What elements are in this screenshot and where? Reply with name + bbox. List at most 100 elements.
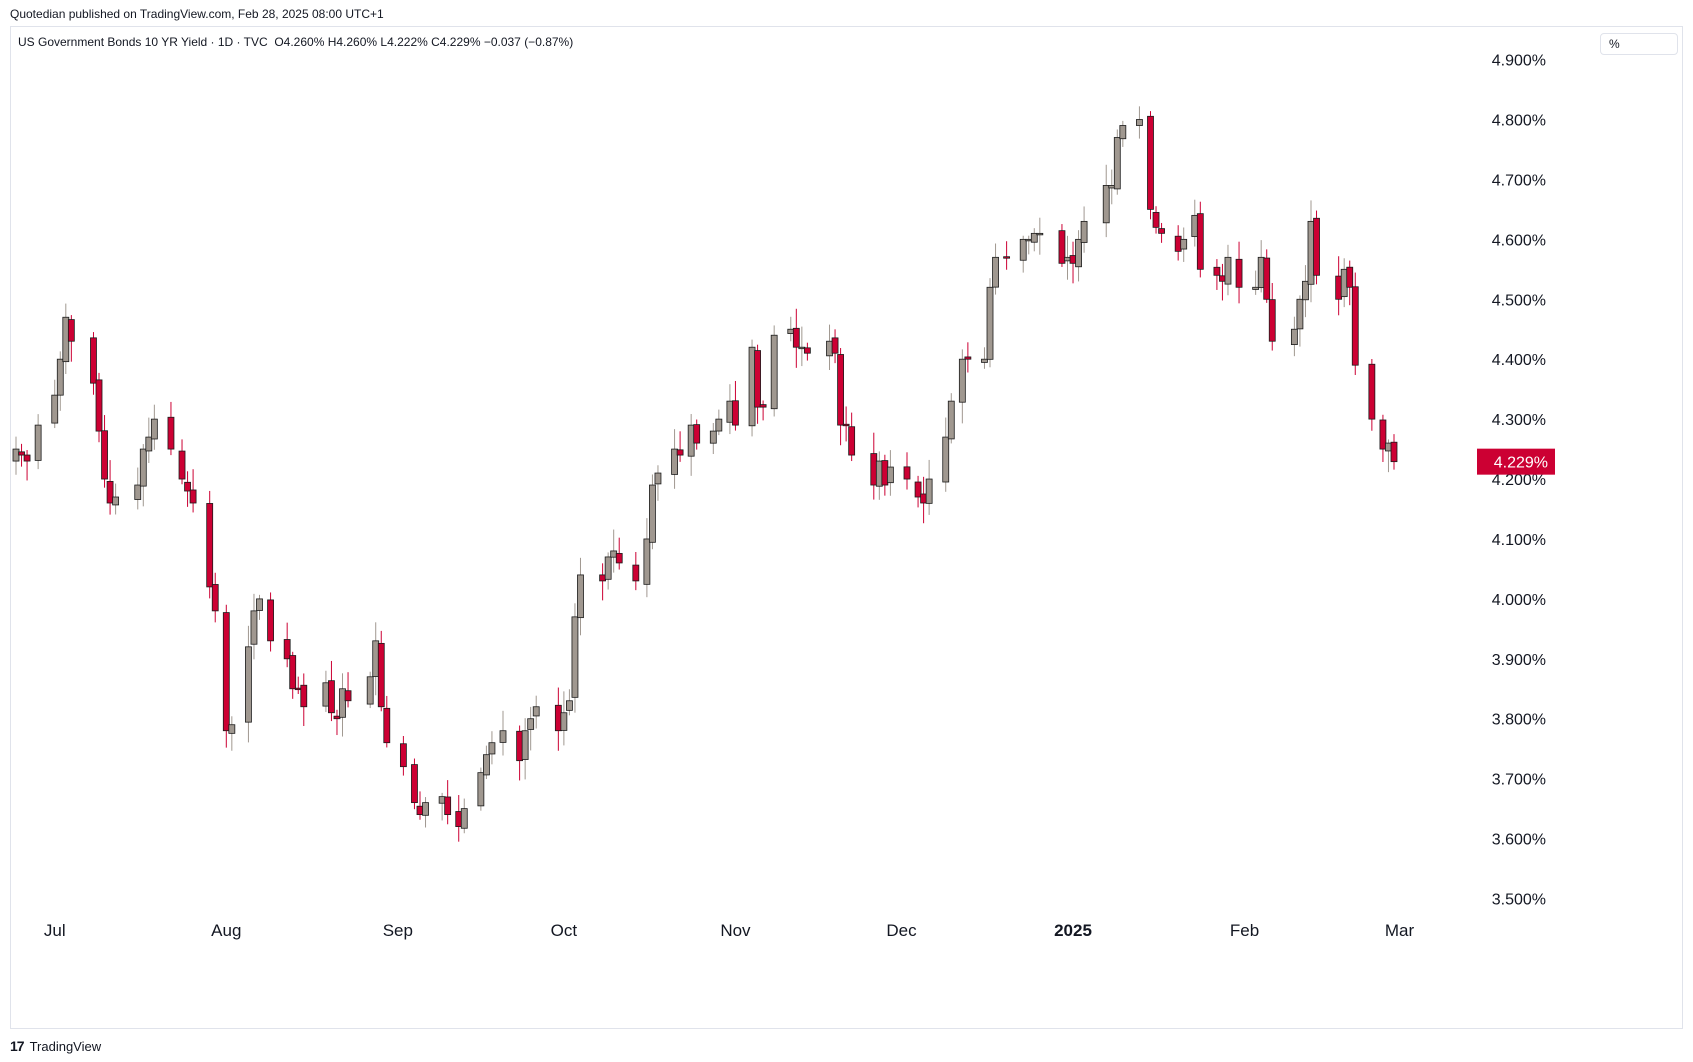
- candle: [842, 406, 850, 442]
- candle-body: [455, 811, 463, 827]
- candle-body: [798, 346, 806, 350]
- candle: [56, 351, 64, 411]
- candle-body: [1019, 238, 1027, 261]
- candle-body: [444, 796, 452, 816]
- candle-body: [438, 796, 446, 804]
- candle: [560, 691, 568, 746]
- candle: [101, 415, 108, 488]
- candle: [23, 450, 31, 481]
- candle: [986, 278, 994, 368]
- candle: [709, 422, 717, 455]
- candle: [1296, 295, 1304, 347]
- candle: [1302, 265, 1309, 318]
- candle: [300, 673, 308, 727]
- candle: [1313, 210, 1320, 285]
- candle: [942, 417, 950, 492]
- candle: [399, 736, 407, 776]
- candle-body: [726, 400, 734, 423]
- candle-body: [399, 743, 407, 768]
- candle-body: [1158, 228, 1165, 234]
- candle-body: [947, 400, 955, 440]
- candle: [604, 552, 612, 590]
- candle-body: [566, 700, 573, 711]
- candle: [1075, 230, 1082, 282]
- candle-body: [527, 718, 535, 730]
- candle-body: [1313, 217, 1320, 276]
- candle: [654, 465, 662, 501]
- candle-body: [870, 453, 878, 486]
- candle-body: [267, 599, 274, 642]
- candle-body: [643, 538, 651, 585]
- candle-body: [211, 584, 219, 612]
- candle-body: [1108, 185, 1116, 189]
- x-tick-label: Jul: [44, 921, 66, 940]
- candle: [1174, 225, 1182, 261]
- candle-body: [18, 451, 25, 456]
- candle-body: [62, 316, 70, 363]
- candle-body: [51, 394, 59, 424]
- candle-body: [1113, 137, 1121, 190]
- candle-body: [1102, 185, 1110, 224]
- candle: [106, 460, 114, 515]
- candle: [754, 344, 761, 424]
- candle-body: [483, 754, 490, 776]
- candle: [881, 454, 889, 496]
- candle-body: [671, 448, 678, 475]
- y-tick-label: 3.900%: [1492, 652, 1546, 669]
- candle: [1064, 235, 1071, 280]
- x-tick-label: Sep: [383, 921, 413, 940]
- candle-body: [256, 598, 263, 611]
- candle: [920, 476, 927, 524]
- candle-body: [881, 460, 889, 486]
- candle: [826, 324, 833, 371]
- candle-body: [422, 802, 429, 816]
- x-tick-label: Aug: [211, 921, 241, 940]
- y-tick-label: 4.900%: [1492, 53, 1546, 70]
- candle-body: [632, 564, 640, 582]
- candle-body: [139, 448, 147, 487]
- candle-body: [604, 556, 612, 580]
- candle: [748, 339, 756, 437]
- candle-body: [12, 448, 20, 462]
- candle: [787, 316, 795, 342]
- candle: [1268, 282, 1276, 351]
- candle-body: [958, 358, 966, 403]
- candle: [477, 767, 485, 811]
- candle-body: [831, 337, 839, 354]
- candle: [95, 372, 103, 443]
- candle-body: [693, 424, 701, 444]
- candle: [1191, 199, 1199, 247]
- candle: [1113, 129, 1121, 195]
- candle-body: [1080, 220, 1088, 243]
- candle-body: [1307, 220, 1315, 285]
- candle-body: [1025, 238, 1033, 242]
- candle: [1390, 434, 1398, 470]
- candle: [178, 439, 186, 485]
- candle-body: [903, 466, 911, 480]
- candle-body: [1030, 232, 1038, 243]
- candle-body: [300, 684, 308, 708]
- x-axis: Jul Aug Sep Oct Nov Dec 2025 Feb Mar: [44, 921, 1415, 940]
- candle-body: [167, 416, 175, 450]
- candle-body: [34, 424, 42, 461]
- candle: [488, 731, 496, 765]
- candle-body: [1385, 442, 1392, 452]
- candle-body: [1174, 235, 1182, 252]
- candle: [532, 695, 540, 729]
- candle-body: [189, 489, 197, 504]
- candle: [422, 797, 429, 828]
- candle-body: [460, 808, 468, 829]
- tradingview-brand: TradingView: [29, 1038, 102, 1054]
- candle-body: [250, 610, 258, 645]
- x-tick-label: Dec: [886, 921, 917, 940]
- price-scale-unit-button[interactable]: %: [1600, 33, 1678, 55]
- candle-body: [1191, 214, 1199, 237]
- tradingview-logo-icon: 17: [10, 1038, 25, 1054]
- y-tick-label: 4.700%: [1492, 172, 1546, 189]
- candle: [521, 718, 529, 780]
- candle: [1019, 235, 1027, 273]
- candle: [12, 436, 20, 475]
- candle: [1335, 256, 1343, 316]
- candle-body: [1263, 257, 1271, 300]
- candle-body: [826, 340, 833, 357]
